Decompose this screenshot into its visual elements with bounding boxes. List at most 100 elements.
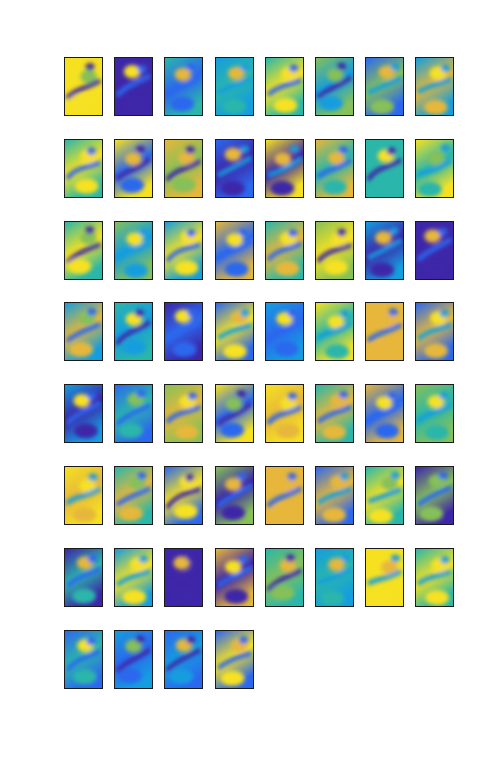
feature-map-panel — [415, 384, 454, 443]
feature-map-panel — [365, 57, 404, 116]
feature-map-panel — [265, 221, 304, 280]
feature-map-image — [65, 140, 102, 197]
feature-map-image — [216, 549, 253, 606]
feature-map-image — [165, 58, 202, 115]
feature-map-image — [266, 549, 303, 606]
feature-map-panel — [64, 302, 103, 361]
feature-map-image — [416, 467, 453, 524]
feature-map-image — [316, 222, 353, 279]
feature-map-panel — [114, 221, 153, 280]
feature-map-image — [266, 467, 303, 524]
feature-map-panel — [64, 466, 103, 525]
feature-map-image — [316, 58, 353, 115]
feature-map-image — [165, 631, 202, 688]
feature-map-panel — [315, 57, 354, 116]
feature-map-image — [165, 140, 202, 197]
feature-map-panel — [265, 384, 304, 443]
feature-map-image — [115, 140, 152, 197]
feature-map-panel — [215, 302, 254, 361]
feature-map-panel — [215, 548, 254, 607]
feature-map-panel — [215, 630, 254, 689]
feature-map-panel — [415, 57, 454, 116]
feature-map-panel — [64, 57, 103, 116]
feature-map-image — [366, 467, 403, 524]
feature-map-panel — [365, 139, 404, 198]
feature-map-image — [115, 549, 152, 606]
feature-map-panel — [265, 548, 304, 607]
feature-map-image — [216, 222, 253, 279]
feature-map-image — [416, 303, 453, 360]
feature-map-panel — [114, 630, 153, 689]
feature-map-panel — [64, 630, 103, 689]
feature-map-panel — [415, 221, 454, 280]
feature-map-image — [65, 631, 102, 688]
feature-map-image — [165, 385, 202, 442]
feature-map-image — [165, 467, 202, 524]
feature-map-panel — [315, 221, 354, 280]
feature-map-image — [216, 467, 253, 524]
feature-map-panel — [315, 384, 354, 443]
feature-map-image — [216, 303, 253, 360]
feature-map-panel — [365, 221, 404, 280]
feature-map-panel — [164, 302, 203, 361]
feature-map-panel — [365, 302, 404, 361]
feature-map-image — [216, 140, 253, 197]
feature-map-panel — [415, 548, 454, 607]
feature-map-panel — [365, 548, 404, 607]
feature-map-image — [65, 303, 102, 360]
feature-map-panel — [365, 384, 404, 443]
feature-map-panel — [215, 466, 254, 525]
feature-map-image — [266, 58, 303, 115]
feature-map-image — [366, 385, 403, 442]
feature-map-panel — [164, 630, 203, 689]
feature-map-image — [65, 222, 102, 279]
feature-map-image — [316, 549, 353, 606]
feature-map-panel — [114, 466, 153, 525]
feature-map-image — [216, 58, 253, 115]
feature-map-image — [115, 385, 152, 442]
feature-map-image — [316, 385, 353, 442]
feature-map-image — [316, 303, 353, 360]
feature-map-image — [115, 222, 152, 279]
feature-map-image — [366, 549, 403, 606]
feature-map-panel — [64, 384, 103, 443]
feature-map-panel — [114, 57, 153, 116]
feature-map-panel — [265, 302, 304, 361]
feature-map-image — [115, 58, 152, 115]
feature-map-image — [266, 222, 303, 279]
feature-map-panel — [265, 139, 304, 198]
feature-map-image — [65, 58, 102, 115]
feature-map-image — [65, 467, 102, 524]
feature-map-image — [366, 222, 403, 279]
feature-map-panel — [64, 548, 103, 607]
feature-map-image — [165, 222, 202, 279]
feature-map-panel — [415, 466, 454, 525]
feature-map-image — [115, 631, 152, 688]
feature-map-panel — [265, 57, 304, 116]
feature-map-panel — [415, 302, 454, 361]
feature-map-image — [416, 385, 453, 442]
feature-map-panel — [164, 548, 203, 607]
feature-map-image — [316, 467, 353, 524]
feature-map-panel — [164, 57, 203, 116]
feature-map-image — [266, 140, 303, 197]
feature-map-image — [165, 303, 202, 360]
feature-map-image — [416, 140, 453, 197]
feature-map-panel — [64, 221, 103, 280]
feature-map-image — [65, 385, 102, 442]
feature-map-image — [266, 303, 303, 360]
feature-map-panel — [164, 384, 203, 443]
feature-map-image — [366, 58, 403, 115]
feature-map-panel — [315, 139, 354, 198]
feature-map-image — [165, 549, 202, 606]
feature-map-panel — [315, 548, 354, 607]
feature-map-panel — [215, 221, 254, 280]
feature-map-image — [316, 140, 353, 197]
feature-map-panel — [315, 466, 354, 525]
feature-map-image — [416, 222, 453, 279]
feature-map-panel — [315, 302, 354, 361]
feature-map-image — [65, 549, 102, 606]
feature-map-image — [366, 140, 403, 197]
feature-map-image — [266, 385, 303, 442]
